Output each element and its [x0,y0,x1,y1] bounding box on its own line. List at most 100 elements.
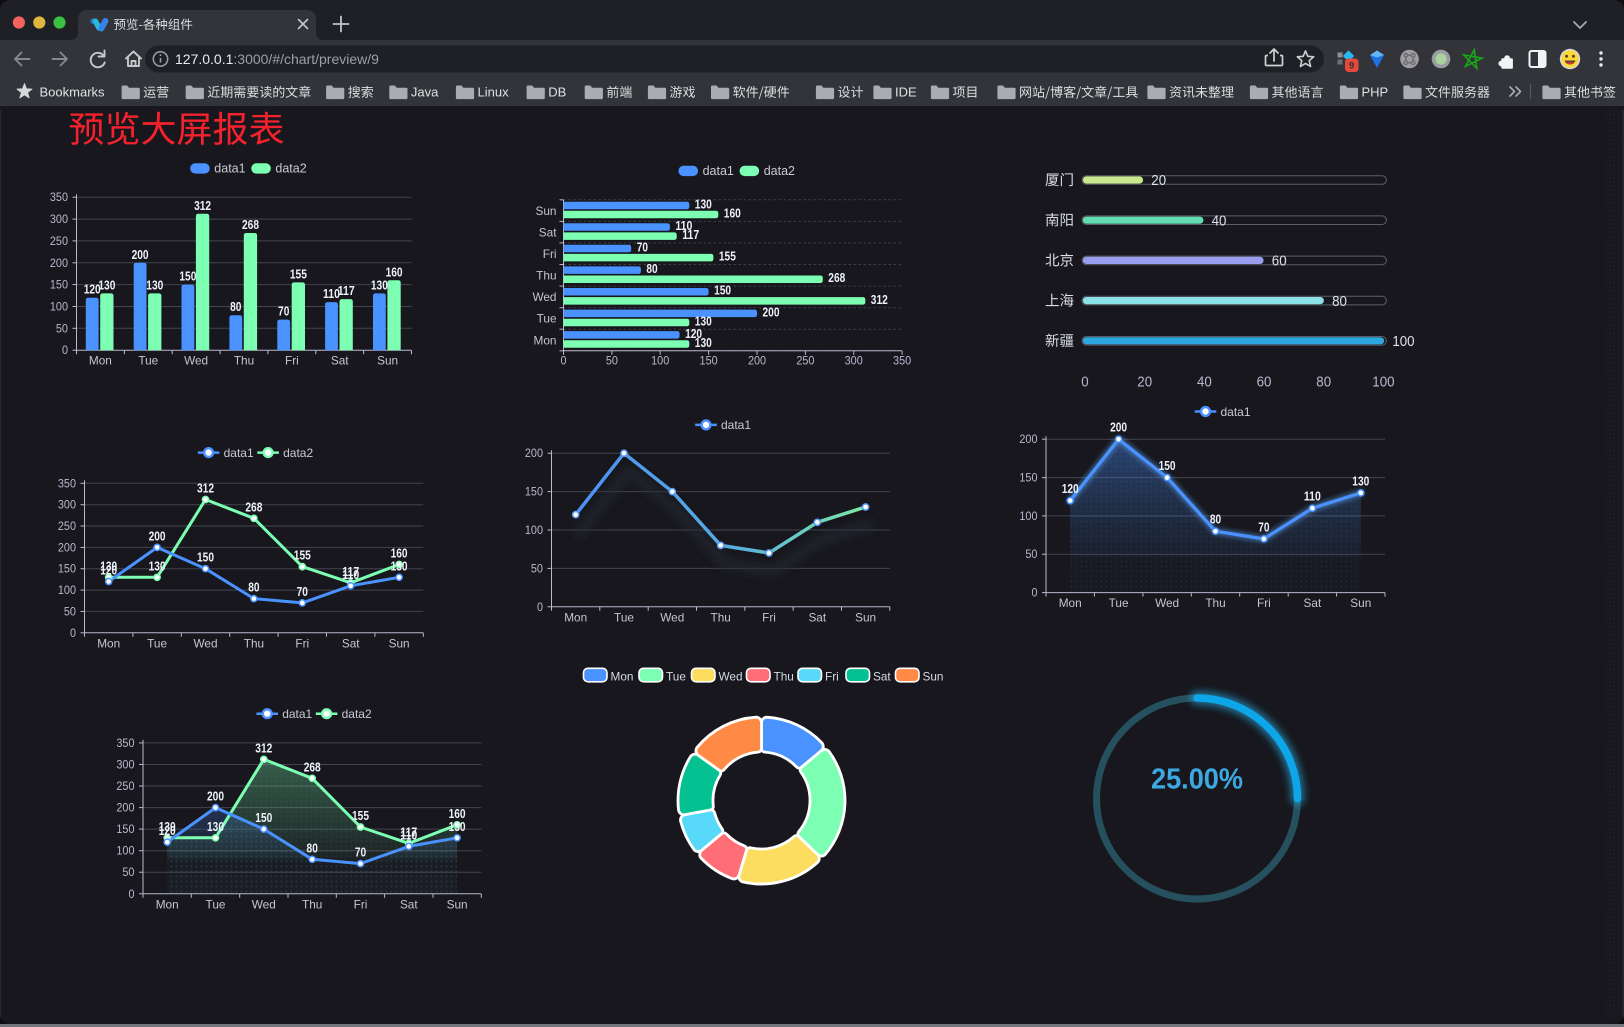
svg-text:110: 110 [323,286,340,301]
svg-text:Wed: Wed [1155,596,1179,610]
svg-text:200: 200 [116,801,134,815]
svg-text:50: 50 [64,604,76,618]
svg-text:150: 150 [197,550,214,565]
svg-text:Fri: Fri [354,897,368,911]
svg-text:250: 250 [58,519,76,533]
svg-text:80: 80 [307,840,318,855]
svg-text:data1: data1 [1221,405,1251,419]
svg-text:300: 300 [116,758,134,772]
svg-text:200: 200 [50,256,68,270]
svg-text:Thu: Thu [711,610,731,624]
svg-text:50: 50 [531,561,543,575]
svg-text:DB: DB [548,85,566,100]
svg-text:150: 150 [58,562,76,576]
svg-text:80: 80 [248,580,259,595]
svg-text:150: 150 [1159,458,1176,473]
svg-text:120: 120 [1062,481,1079,496]
svg-text:200: 200 [763,304,780,319]
svg-text:200: 200 [149,528,166,543]
svg-text:130: 130 [391,558,408,573]
svg-text:Sun: Sun [389,636,410,650]
svg-text:Sat: Sat [331,354,349,368]
svg-text:100: 100 [651,354,669,368]
svg-text:Tue: Tue [666,670,686,684]
svg-text:130: 130 [146,277,163,292]
svg-text:160: 160 [386,264,403,279]
svg-text:300: 300 [58,498,76,512]
svg-text:100: 100 [1392,334,1414,350]
svg-text:data2: data2 [342,707,372,721]
svg-text:100: 100 [1019,509,1037,523]
svg-text:Mon: Mon [97,636,120,650]
svg-text:100: 100 [116,844,134,858]
svg-text:Tue: Tue [614,610,634,624]
svg-text:data2: data2 [764,164,795,178]
svg-text:268: 268 [304,759,321,774]
svg-text:110: 110 [400,827,417,842]
svg-text:312: 312 [255,740,272,755]
svg-text:100: 100 [1372,375,1394,391]
svg-text:Sun: Sun [923,670,944,684]
svg-text:0: 0 [1032,586,1038,600]
svg-text:40: 40 [1197,375,1212,391]
svg-text:Thu: Thu [244,636,264,650]
svg-text:70: 70 [297,584,308,599]
svg-text:IDE: IDE [895,85,917,100]
svg-text:60: 60 [1257,375,1272,391]
svg-text:200: 200 [748,354,766,368]
svg-text:25.00%: 25.00% [1151,764,1243,796]
svg-text:Linux: Linux [478,85,510,100]
svg-text:data2: data2 [275,162,306,176]
svg-text:Wed: Wed [184,354,208,368]
svg-text:Sat: Sat [873,670,891,684]
svg-text:Thu: Thu [536,269,556,283]
svg-text:130: 130 [159,819,176,834]
svg-text:80: 80 [1332,294,1347,310]
svg-text:127.0.0.1:3000/#/chart/preview: 127.0.0.1:3000/#/chart/preview/9 [175,51,379,67]
svg-text:200: 200 [207,789,224,804]
svg-text:0: 0 [561,354,567,368]
svg-text:Wed: Wed [719,670,743,684]
svg-text:Tue: Tue [206,897,226,911]
svg-text:300: 300 [50,212,68,226]
svg-text:312: 312 [194,198,211,213]
svg-text:100: 100 [58,583,76,597]
svg-text:300: 300 [845,354,863,368]
svg-text:350: 350 [893,354,911,368]
svg-text:150: 150 [700,354,718,368]
svg-text:250: 250 [116,779,134,793]
svg-text:120: 120 [84,282,101,297]
svg-text:Sat: Sat [1304,596,1322,610]
svg-text:120: 120 [100,563,117,578]
svg-text:80: 80 [1316,375,1331,391]
svg-text:Java: Java [411,85,439,100]
svg-text:Sun: Sun [377,354,398,368]
svg-text:200: 200 [1019,432,1037,446]
svg-text:Fri: Fri [762,610,776,624]
svg-text:Sun: Sun [1350,596,1371,610]
svg-text:130: 130 [149,558,166,573]
svg-text:data1: data1 [214,162,245,176]
svg-text:70: 70 [355,845,366,860]
svg-text:120: 120 [685,326,702,341]
svg-text:data1: data1 [224,446,254,460]
svg-text:130: 130 [207,819,224,834]
svg-text:80: 80 [1210,512,1221,527]
svg-text:268: 268 [245,499,262,514]
svg-text:250: 250 [50,234,68,248]
svg-text:150: 150 [50,278,68,292]
svg-text:150: 150 [179,269,196,284]
svg-text:Bookmarks: Bookmarks [40,85,106,100]
svg-text:20: 20 [1137,375,1152,391]
svg-text:0: 0 [1081,375,1088,391]
svg-text:Sat: Sat [400,897,418,911]
svg-text:130: 130 [1352,473,1369,488]
svg-text:60: 60 [1272,254,1287,270]
svg-text:130: 130 [371,277,388,292]
svg-text:Thu: Thu [1205,596,1225,610]
svg-text:268: 268 [242,217,259,232]
svg-text:110: 110 [675,218,692,233]
svg-text:150: 150 [714,283,731,298]
svg-text:50: 50 [606,354,618,368]
svg-text:117: 117 [338,283,355,298]
